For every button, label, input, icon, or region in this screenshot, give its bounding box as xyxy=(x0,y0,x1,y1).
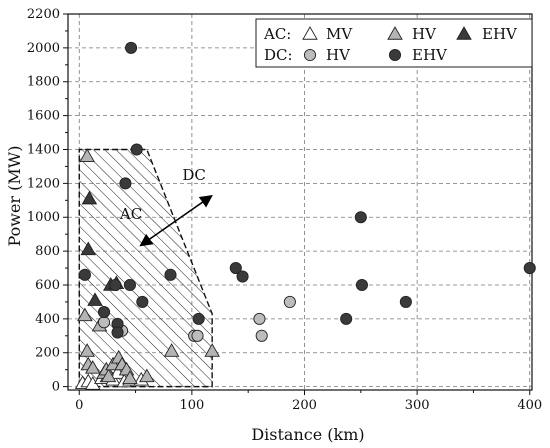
dc-hv-point xyxy=(253,312,266,325)
x-tick-label: 400 xyxy=(517,398,542,413)
ac-hv-point xyxy=(100,368,117,383)
dc-hv-point xyxy=(191,329,204,342)
ac-hv-point xyxy=(122,370,138,384)
legend-group-label: DC: xyxy=(264,46,293,64)
legend-label: HV xyxy=(412,25,437,43)
region-boundary-arrow xyxy=(139,194,213,247)
x-axis-title: Distance (km) xyxy=(251,425,364,444)
legend-marker xyxy=(388,48,402,62)
ac-hv-point xyxy=(77,307,93,322)
ac-hv-point xyxy=(163,343,180,357)
ac-ehv-point xyxy=(87,292,103,306)
ac-hv-point xyxy=(79,343,95,357)
dc-ehv-point xyxy=(119,177,132,190)
legend-marker xyxy=(387,26,403,40)
legend-marker xyxy=(302,26,318,40)
dc-ehv-point xyxy=(125,41,138,54)
y-tick-label: 600 xyxy=(35,278,60,293)
y-tick-label: 0 xyxy=(52,380,60,395)
ac-hv-point xyxy=(85,360,101,374)
legend-label: EHV xyxy=(482,25,518,43)
dc-ehv-point xyxy=(97,306,111,319)
dc-hv-point xyxy=(97,316,111,329)
dc-hv-point xyxy=(255,329,268,342)
legend: AC: MV HV EHV DC: HV EHV xyxy=(255,18,533,68)
legend-label: HV xyxy=(326,46,351,64)
y-tick-label: 2000 xyxy=(27,41,60,56)
dc-ehv-point xyxy=(130,143,143,156)
legend-group-label: AC: xyxy=(263,25,291,43)
x-tick-label: 300 xyxy=(405,398,430,413)
legend-label: MV xyxy=(326,25,353,43)
axes: 0 100 200 300 400 0 200 400 600 800 1000 1200 1400 16… xyxy=(27,7,542,413)
dc-ehv-point xyxy=(399,295,412,308)
y-tick-label: 1000 xyxy=(27,210,60,225)
dc-ehv-point xyxy=(340,312,353,325)
y-tick-label: 200 xyxy=(35,346,60,361)
y-tick-label: 400 xyxy=(35,312,60,327)
dc-ehv-point xyxy=(111,326,124,339)
legend-marker xyxy=(456,26,472,40)
annotation-ac: AC xyxy=(119,205,142,223)
y-axis-title: Power (MW) xyxy=(5,146,24,247)
hatched-region xyxy=(78,148,213,388)
ac-hv-point xyxy=(204,343,220,357)
dc-ehv-point xyxy=(192,312,205,325)
y-tick-label: 1200 xyxy=(27,176,60,191)
dc-ehv-point xyxy=(354,211,367,224)
plot-frame xyxy=(67,13,533,391)
data-points xyxy=(74,41,536,390)
legend-label: EHV xyxy=(412,46,448,64)
legend-marker xyxy=(303,48,317,62)
dc-ehv-point xyxy=(164,268,177,281)
dc-ehv-point xyxy=(123,278,136,292)
ac-ehv-point xyxy=(81,190,98,205)
dc-ehv-point xyxy=(355,278,368,292)
dc-ehv-point xyxy=(78,268,91,281)
dc-ehv-point xyxy=(229,262,242,275)
annotation-dc: DC xyxy=(182,166,206,184)
dc-ehv-point xyxy=(236,270,249,283)
dc-ehv-point xyxy=(136,295,149,308)
y-tick-label: 1400 xyxy=(27,142,60,157)
dc-ehv-point xyxy=(109,278,122,292)
x-tick-label: 100 xyxy=(179,398,204,413)
dc-ehv-point xyxy=(523,262,536,275)
y-tick-label: 2200 xyxy=(27,7,60,22)
ac-hv-point xyxy=(79,148,95,162)
y-tick-label: 800 xyxy=(35,244,60,259)
y-tick-label: 1800 xyxy=(27,75,60,90)
dc-hv-point xyxy=(283,295,296,308)
x-tick-label: 0 xyxy=(75,398,83,413)
x-tick-label: 200 xyxy=(292,398,317,413)
ac-ehv-point xyxy=(80,241,97,256)
hatched-region-polygon xyxy=(78,148,213,388)
annotations: AC DC xyxy=(119,166,213,247)
ac-hv-point xyxy=(139,368,155,383)
y-tick-label: 1600 xyxy=(27,109,60,124)
